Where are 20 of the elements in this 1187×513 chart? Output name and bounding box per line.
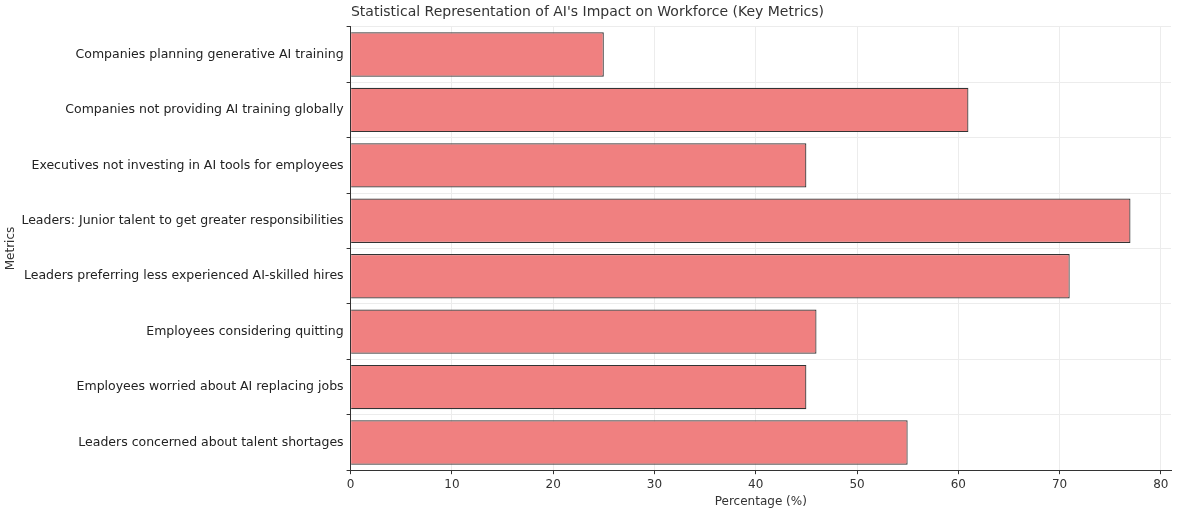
y-tick-label: Companies planning generative AI training: [75, 45, 344, 61]
y-tick-label: Leaders concerned about talent shortages: [78, 433, 344, 449]
y-tick-label: Leaders preferring less experienced AI-skilled hires: [23, 267, 344, 283]
y-tick-label: Employees worried about AI replacing jobs: [76, 378, 344, 394]
y-tick-label: Companies not providing AI training globally: [65, 101, 345, 117]
x-tick-label: 70: [1051, 476, 1068, 491]
x-tick-label: 10: [444, 476, 460, 491]
x-axis-title: Percentage (%): [714, 493, 807, 508]
chart-title: Statistical Representation of AI's Impact on Workforce (Key Metrics): [350, 3, 825, 20]
y-tick-label: Executives not investing in AI tools for employees: [31, 156, 344, 172]
y-tick-label: Employees considering quitting: [146, 322, 344, 338]
x-tick-label: 60: [950, 476, 966, 491]
x-tick-label: 40: [748, 476, 764, 491]
x-tick-label: 50: [849, 476, 865, 491]
y-tick-label: Leaders: Junior talent to get greater responsibilities: [21, 212, 344, 228]
x-tick-label: 30: [646, 476, 663, 491]
x-tick-label: 0: [346, 476, 355, 491]
x-tick-label: 20: [545, 476, 561, 491]
y-axis-title: Metrics: [3, 226, 18, 271]
x-tick-label: 80: [1153, 476, 1169, 491]
